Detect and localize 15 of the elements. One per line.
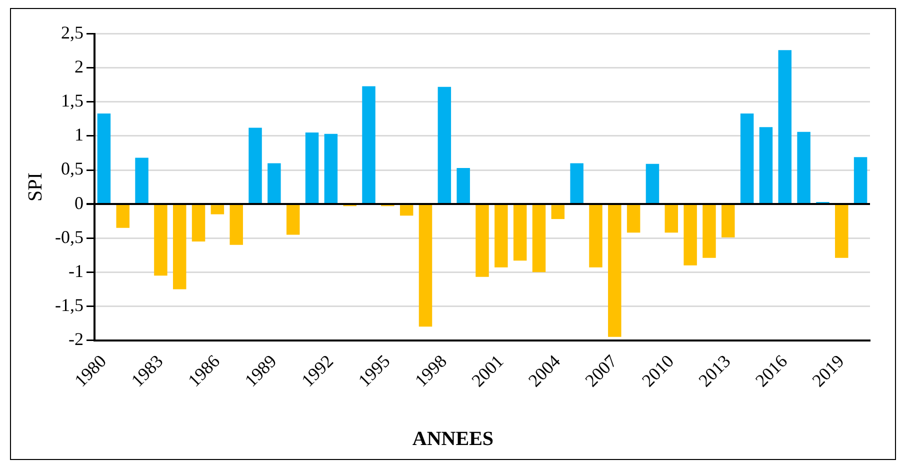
- y-tick-label: 1,5: [60, 90, 84, 111]
- x-tick-label: 1989: [240, 350, 280, 391]
- y-tick-label: -2: [68, 329, 84, 350]
- x-tick-label: 1980: [70, 350, 110, 391]
- y-tick-label: -0,5: [54, 226, 84, 247]
- y-tick-label: 0: [74, 192, 84, 213]
- y-tick-label: 2: [74, 56, 84, 77]
- y-tick-label: -1: [68, 260, 84, 281]
- y-tick-label: 1: [74, 124, 84, 145]
- y-tick-label: -1,5: [54, 294, 84, 315]
- x-axis-title: ANNEES: [411, 428, 495, 451]
- y-tick-label: 2,5: [60, 22, 84, 43]
- x-tick-label: 1992: [298, 350, 338, 391]
- y-tick-label: 0,5: [60, 158, 84, 179]
- y-axis-title: SPI: [24, 172, 46, 202]
